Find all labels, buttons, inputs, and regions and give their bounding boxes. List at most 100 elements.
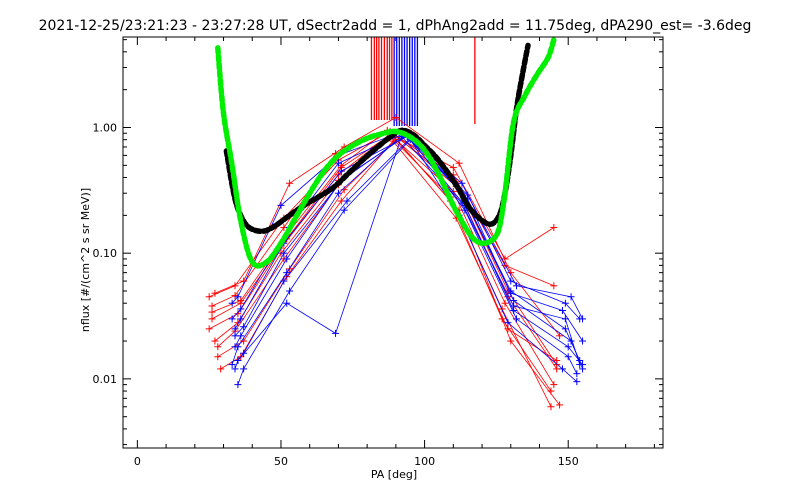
- y-axis-label: nflux [#/(cm^2 s sr MeV)]: [79, 188, 92, 332]
- red-data-point: [217, 365, 225, 373]
- red-series-line: [211, 132, 558, 370]
- blue-data-point: [334, 189, 342, 197]
- blue-data-point: [564, 343, 572, 351]
- blue-data-point: [561, 299, 569, 307]
- red-data-point: [501, 299, 509, 307]
- y-tick-label: 1.00: [93, 121, 118, 134]
- red-data-point: [547, 387, 555, 395]
- blue-data-point: [504, 319, 512, 327]
- blue-data-point: [280, 277, 288, 285]
- blue-data-point: [228, 361, 236, 369]
- blue-series-line: [234, 135, 581, 370]
- red-data-point: [211, 337, 219, 345]
- blue-data-point: [283, 269, 291, 277]
- blue-data-point: [334, 159, 342, 167]
- blue-data-point: [507, 277, 515, 285]
- blue-data-point: [228, 315, 236, 323]
- red-series-line: [211, 129, 558, 365]
- blue-data-point: [573, 370, 581, 378]
- blue-data-point: [234, 381, 242, 389]
- y-tick-label: 0.01: [93, 373, 118, 386]
- x-axis-label: PA [deg]: [371, 468, 417, 481]
- red-series-line: [209, 133, 555, 385]
- red-data-point: [208, 308, 216, 316]
- blue-data-point: [332, 329, 340, 337]
- red-data-point: [392, 114, 400, 122]
- red-data-point: [211, 289, 219, 297]
- blue-data-point: [231, 332, 239, 340]
- blue-data-point: [234, 293, 242, 301]
- blue-data-point: [280, 249, 288, 257]
- blue-data-point: [564, 353, 572, 361]
- green-model-curve: [215, 37, 557, 269]
- blue-data-point: [510, 302, 518, 310]
- blue-data-point: [579, 315, 587, 323]
- red-data-point: [504, 325, 512, 333]
- blue-data-point: [337, 167, 345, 175]
- blue-data-point: [561, 315, 569, 323]
- blue-data-point: [231, 325, 239, 333]
- blue-data-point: [237, 315, 245, 323]
- blue-data-point: [558, 365, 566, 373]
- red-data-point: [550, 224, 558, 232]
- blue-data-point: [567, 293, 575, 301]
- red-data-point: [455, 159, 463, 167]
- blue-data-point: [513, 282, 521, 290]
- blue-data-point: [461, 206, 469, 214]
- red-data-point: [449, 164, 457, 172]
- blue-data-point: [513, 315, 521, 323]
- blue-data-point: [283, 255, 291, 263]
- y-tick-label: 0.10: [93, 247, 118, 260]
- plot-frame: [122, 36, 664, 449]
- x-tick-label: 150: [558, 455, 579, 468]
- blue-data-point: [573, 378, 581, 386]
- blue-data-point: [286, 287, 294, 295]
- red-data-point: [286, 179, 294, 187]
- blue-data-point: [237, 305, 245, 313]
- blue-series-line: [237, 139, 578, 385]
- blue-data-point: [234, 357, 242, 365]
- blue-series-line: [234, 133, 583, 370]
- blue-data-point: [231, 365, 239, 373]
- blue-data-point: [277, 201, 285, 209]
- red-data-point: [507, 337, 515, 345]
- red-data-point: [205, 325, 213, 333]
- blue-data-point: [240, 365, 248, 373]
- red-data-point: [498, 315, 506, 323]
- plot-area: [205, 37, 587, 411]
- blue-data-point: [579, 365, 587, 373]
- red-data-point: [550, 381, 558, 389]
- red-series-line: [220, 140, 557, 370]
- red-data-point: [234, 319, 242, 327]
- blue-data-point: [231, 343, 239, 351]
- red-data-point: [556, 401, 564, 409]
- red-data-point: [234, 310, 242, 318]
- red-data-point: [237, 297, 245, 305]
- blue-data-point: [283, 299, 291, 307]
- x-tick-label: 100: [414, 455, 435, 468]
- blue-data-point: [561, 325, 569, 333]
- blue-data-point: [576, 361, 584, 369]
- x-tick-label: 50: [274, 455, 288, 468]
- blue-data-point: [464, 191, 472, 199]
- red-data-point: [205, 293, 213, 301]
- red-data-point: [208, 302, 216, 310]
- blue-data-point: [558, 306, 566, 314]
- blue-data-point: [228, 299, 236, 307]
- chart-title: 2021-12-25/23:21:23 - 23:27:28 UT, dSect…: [39, 18, 752, 34]
- blue-data-point: [567, 337, 575, 345]
- red-data-point: [550, 282, 558, 290]
- red-data-point: [556, 332, 564, 340]
- blue-data-point: [458, 179, 466, 187]
- red-data-point: [240, 277, 248, 285]
- blue-data-point: [343, 197, 351, 205]
- red-data-point: [553, 361, 561, 369]
- axis-ticks: 0 50 100 150 0.01 0.10 1.00: [93, 37, 663, 468]
- x-tick-label: 0: [134, 455, 141, 468]
- blue-data-point: [579, 337, 587, 345]
- red-data-point: [547, 403, 555, 411]
- blue-data-point: [507, 289, 515, 297]
- blue-data-point: [240, 323, 248, 331]
- red-data-point: [231, 292, 239, 300]
